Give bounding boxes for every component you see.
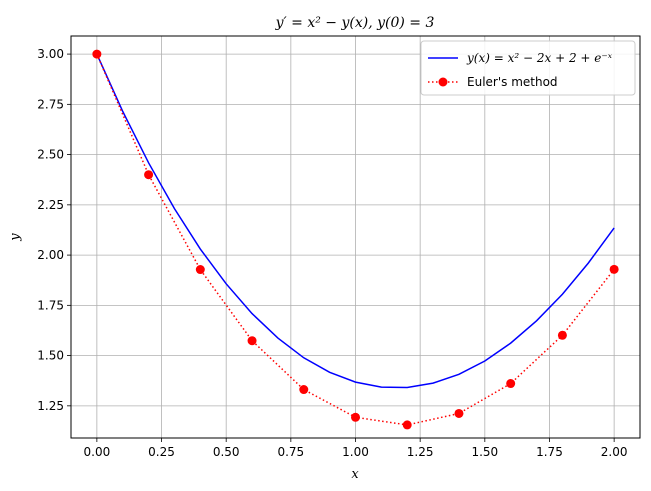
- y-axis-label: y: [8, 233, 23, 242]
- x-tick-label: 0.00: [84, 445, 111, 459]
- plot-series: [92, 49, 619, 430]
- x-tick-label: 1.25: [407, 445, 434, 459]
- x-tick-label: 1.75: [536, 445, 563, 459]
- grid: [71, 36, 640, 438]
- legend: y(x) = x² − 2x + 2 + e⁻ˣ Euler's method: [420, 40, 636, 96]
- x-tick-label: 0.25: [148, 445, 175, 459]
- axis-ticks: 0.00 0.25 0.50 0.75 1.00 1.25 1.50 1.75 2.00 1.25…: [37, 47, 627, 459]
- euler-point: [92, 49, 102, 59]
- y-tick-label: 2.50: [37, 148, 64, 162]
- euler-point: [402, 420, 412, 430]
- chart-title: y′ = x² − y(x), y(0) = 3: [275, 15, 435, 31]
- euler-point: [506, 379, 516, 389]
- y-tick-label: 1.50: [37, 349, 64, 363]
- euler-point: [247, 336, 257, 346]
- x-tick-label: 1.50: [471, 445, 498, 459]
- x-tick-label: 1.00: [342, 445, 369, 459]
- y-tick-label: 1.75: [37, 298, 64, 312]
- euler-point: [351, 412, 360, 422]
- x-axis-label: x: [351, 467, 359, 482]
- x-tick-label: 2.00: [601, 445, 628, 459]
- y-tick-label: 2.25: [37, 198, 64, 212]
- x-tick-label: 0.50: [213, 445, 240, 459]
- y-tick-label: 2.00: [37, 248, 64, 262]
- y-tick-label: 2.75: [37, 97, 64, 111]
- euler-point: [557, 330, 567, 340]
- euler-point: [609, 264, 619, 274]
- legend-label-exact: y(x) = x² − 2x + 2 + e⁻ˣ: [466, 51, 613, 65]
- euler-point: [144, 170, 154, 180]
- euler-point: [299, 385, 309, 395]
- euler-point: [195, 265, 205, 275]
- legend-box: [420, 40, 636, 96]
- y-tick-label: 3.00: [37, 47, 64, 61]
- legend-label-euler: Euler's method: [467, 75, 558, 89]
- euler-point: [454, 408, 464, 418]
- exact-solution-line: [96, 53, 615, 389]
- legend-marker-euler: [438, 77, 448, 87]
- y-tick-label: 1.25: [37, 399, 64, 413]
- x-tick-label: 0.75: [277, 445, 304, 459]
